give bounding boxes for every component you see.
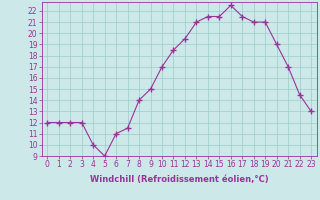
X-axis label: Windchill (Refroidissement éolien,°C): Windchill (Refroidissement éolien,°C) [90, 175, 268, 184]
